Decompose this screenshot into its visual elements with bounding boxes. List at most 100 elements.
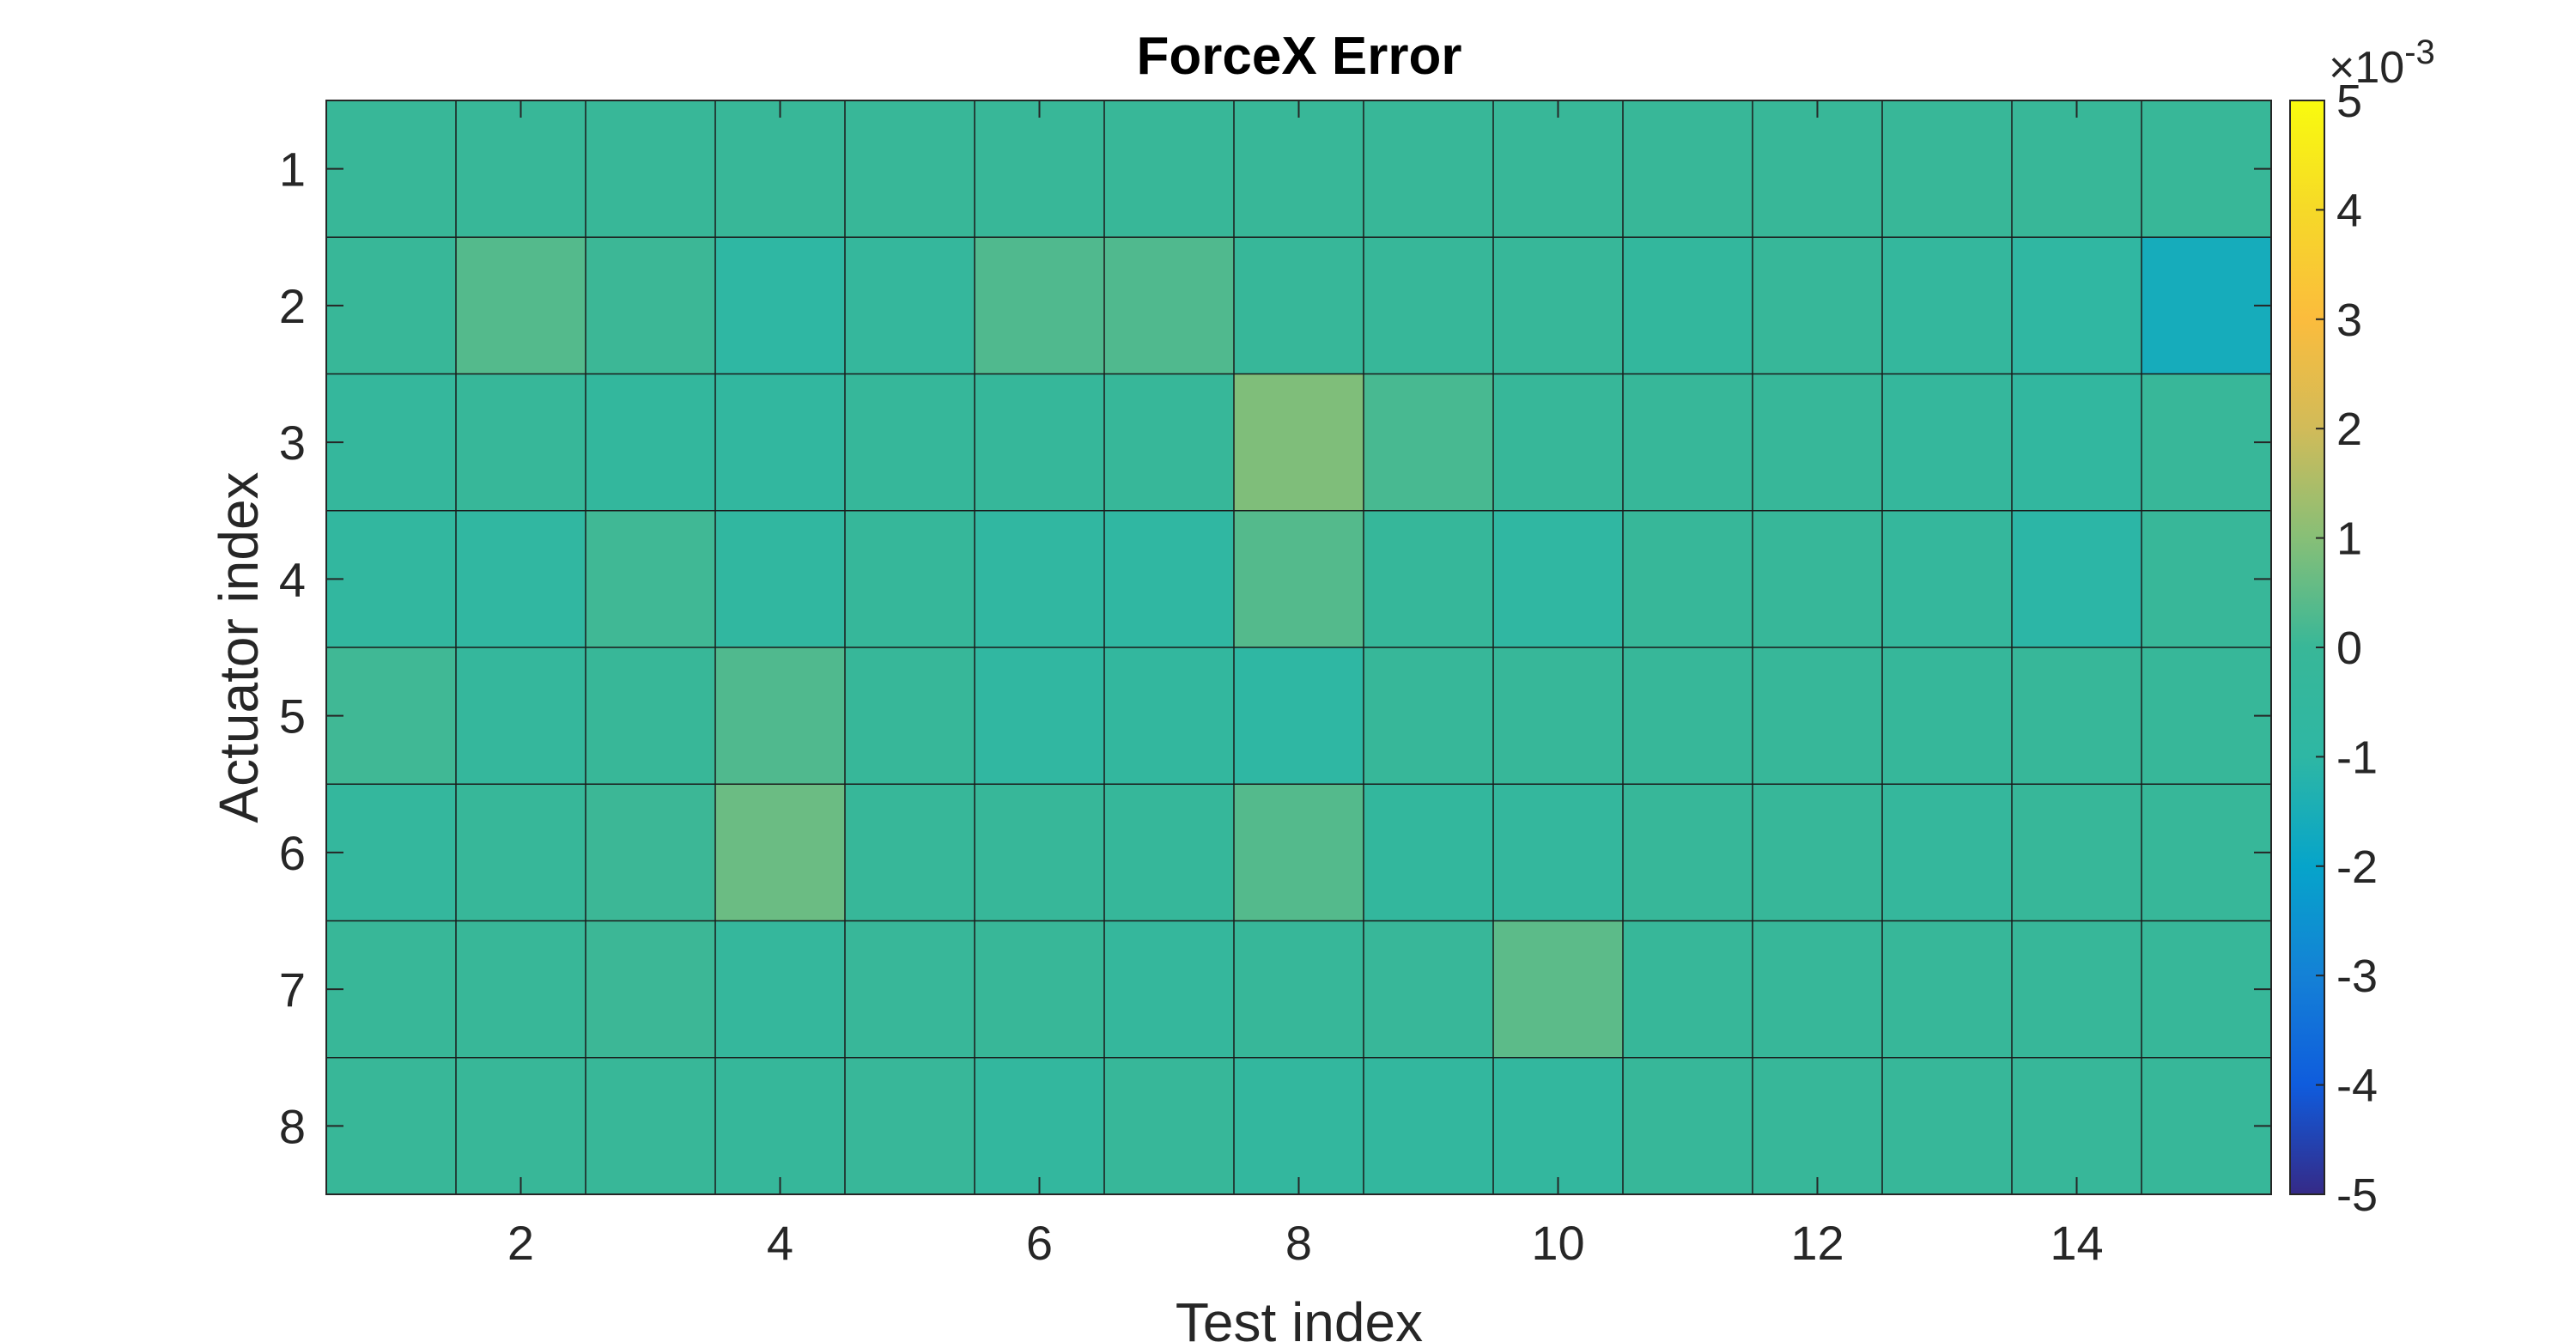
heatmap-cell	[1753, 510, 1883, 648]
heatmap-cell	[2012, 920, 2142, 1059]
heatmap-cell	[1623, 100, 1753, 238]
heatmap-cell	[456, 237, 586, 374]
x-tick-label: 2	[507, 1216, 534, 1270]
heatmap-cell	[2142, 920, 2272, 1059]
heatmap-cell	[1753, 237, 1883, 374]
heatmap-cell	[845, 100, 975, 238]
heatmap-cell	[1104, 373, 1235, 512]
heatmap-cell	[1493, 510, 1624, 648]
x-tick-label: 10	[1531, 1216, 1584, 1270]
heatmap-cell	[975, 510, 1105, 648]
heatmap-cell	[845, 1057, 975, 1195]
colorbar-exponent-label: ×10-3	[2329, 33, 2435, 93]
heatmap-cell	[326, 920, 457, 1059]
heatmap-cell	[1364, 100, 1494, 238]
heatmap-cell	[456, 510, 586, 648]
heatmap-cell	[1234, 1057, 1364, 1195]
heatmap-cell	[586, 920, 716, 1059]
colorbar-tick-label: -4	[2336, 1060, 2378, 1112]
heatmap-cell	[1882, 1057, 2013, 1195]
heatmap-cell	[1882, 510, 2013, 648]
heatmap-cell	[586, 237, 716, 374]
heatmap-cell	[586, 784, 716, 921]
heatmap-cell	[1882, 373, 2013, 512]
x-tick-label: 12	[1790, 1216, 1844, 1270]
heatmap-cell	[2142, 647, 2272, 785]
heatmap-cell	[1623, 373, 1753, 512]
heatmap-cell	[1623, 237, 1753, 374]
heatmap-cell	[586, 647, 716, 785]
heatmap-cell	[975, 1057, 1105, 1195]
y-tick-label: 3	[279, 416, 306, 470]
heatmap-cell	[2142, 1057, 2272, 1195]
heatmap-cell	[845, 237, 975, 374]
heatmap-cell	[1493, 100, 1624, 238]
heatmap-cell	[1882, 920, 2013, 1059]
heatmap-cell	[456, 373, 586, 512]
y-tick-label: 4	[279, 552, 306, 606]
y-axis-ticks: 1 2 3 4 5 6 7 8	[279, 143, 2271, 1153]
heatmap-cell	[586, 510, 716, 648]
heatmap-cell	[845, 373, 975, 512]
x-tick-label: 8	[1285, 1216, 1312, 1270]
heatmap-cell	[1493, 920, 1624, 1059]
heatmap-cell	[975, 784, 1105, 921]
y-tick-label: 8	[279, 1099, 306, 1153]
x-axis-label: Test index	[1176, 1291, 1423, 1342]
colorbar-ticks: 5 4 3 2 1 0 -1 -2 -3 -4 -5	[2316, 76, 2378, 1221]
heatmap-cell	[1104, 237, 1235, 374]
heatmap-cell	[975, 920, 1105, 1059]
heatmap-cell	[1104, 510, 1235, 648]
heatmap-cell	[1234, 510, 1364, 648]
heatmap-cell	[2142, 784, 2272, 921]
heatmap-cell	[1364, 237, 1494, 374]
x-tick-label: 4	[767, 1216, 793, 1270]
heatmap-cell	[456, 647, 586, 785]
x-tick-label: 14	[2050, 1216, 2103, 1270]
heatmap-cell	[326, 647, 457, 785]
colorbar-exponent-power: -3	[2404, 33, 2435, 71]
heatmap-cell	[456, 784, 586, 921]
heatmap-cell	[1364, 647, 1494, 785]
heatmap-cell	[326, 373, 457, 512]
colorbar-tick-label: -3	[2336, 950, 2378, 1002]
heatmap-cell	[2012, 1057, 2142, 1195]
heatmap-cell	[1882, 237, 2013, 374]
heatmap-cell	[715, 784, 846, 921]
heatmap-cell	[1753, 647, 1883, 785]
heatmap-cell	[1623, 920, 1753, 1059]
colorbar-tick-label: 1	[2336, 513, 2362, 565]
heatmap-cell	[1753, 920, 1883, 1059]
heatmap-cell	[715, 237, 846, 374]
heatmap-cell	[456, 920, 586, 1059]
y-tick-label: 7	[279, 962, 306, 1017]
colorbar-tick-label: 5	[2336, 76, 2362, 127]
heatmap-cell	[975, 237, 1105, 374]
heatmap-cell	[2142, 100, 2272, 238]
heatmap-cell	[1753, 100, 1883, 238]
colorbar-tick-label: 3	[2336, 295, 2362, 346]
heatmap-cell	[1493, 784, 1624, 921]
heatmap-cell	[1623, 1057, 1753, 1195]
heatmap-cell	[1753, 784, 1883, 921]
heatmap-cell	[845, 510, 975, 648]
heatmap-cell	[975, 100, 1105, 238]
heatmap-cell	[1234, 647, 1364, 785]
heatmap-cell	[1364, 510, 1494, 648]
heatmap-cell	[2012, 784, 2142, 921]
heatmap-cell	[845, 920, 975, 1059]
heatmap-cell	[1104, 647, 1235, 785]
colorbar-tick-label: -2	[2336, 841, 2378, 893]
heatmap-cell	[1623, 647, 1753, 785]
heatmap-cell	[1104, 920, 1235, 1059]
heatmap-cell	[456, 100, 586, 238]
y-tick-label: 6	[279, 826, 306, 880]
x-axis-ticks: 2 4 6 8 10 12 14	[507, 100, 2104, 1270]
heatmap-cell	[1104, 784, 1235, 921]
heatmap-cell	[715, 1057, 846, 1195]
heatmap-cell	[1882, 100, 2013, 238]
heatmap-cell	[1234, 920, 1364, 1059]
heatmap-cell	[2142, 510, 2272, 648]
heatmap-cell	[326, 1057, 457, 1195]
